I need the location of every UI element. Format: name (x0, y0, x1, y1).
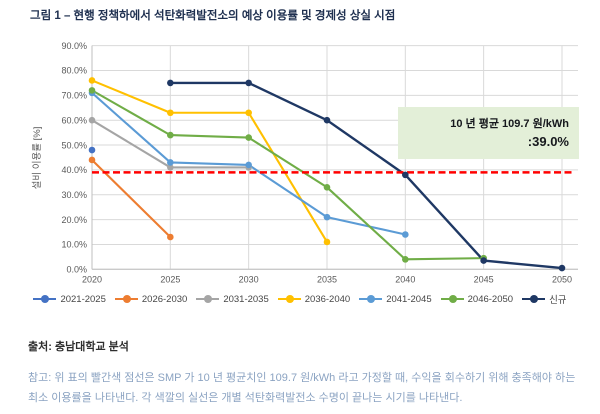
series-marker-신규 (558, 264, 566, 272)
series-marker-2036-2040 (88, 77, 96, 84)
legend-item-신규: 신규 (522, 292, 567, 306)
series-marker-2046-2050 (245, 134, 252, 141)
legend-label: 2041-2045 (386, 293, 432, 305)
series-marker-2036-2040 (245, 109, 252, 117)
series-marker-2031-2035 (167, 164, 174, 171)
source-note: 출처: 충남대학교 분석 (28, 341, 129, 353)
series-marker-2041-2045 (167, 159, 174, 166)
y-axis-title: 설비 이용률 [%] (32, 127, 43, 190)
series-marker-신규 (323, 116, 331, 124)
figure-title: 그림 1 – 현행 정책하에서 석탄화력발전소의 예상 이용률 및 경제성 상실… (30, 10, 396, 22)
legend-item-2021-2025: 2021-2025 (33, 293, 106, 305)
series-marker-2041-2045 (323, 213, 331, 221)
y-tick-label: 20.0% (61, 215, 87, 225)
series-marker-신규 (245, 79, 252, 87)
series-marker-2026-2030 (88, 156, 96, 164)
x-tick-label: 2030 (239, 274, 259, 284)
legend-marker-icon (33, 295, 57, 303)
legend-label: 신규 (549, 295, 567, 306)
series-marker-2046-2050 (167, 131, 174, 139)
series-marker-2036-2040 (323, 238, 331, 246)
legend-marker-icon (359, 295, 383, 303)
series-marker-2046-2050 (88, 87, 96, 94)
annotation-threshold-text: :39.0% (527, 134, 569, 149)
legend-label: 2046-2050 (467, 293, 514, 305)
x-tick-label: 2025 (160, 274, 180, 284)
series-marker-신규 (167, 79, 174, 87)
annotation-smp-text: 10 년 평균 109.7 원/kWh (450, 118, 569, 130)
series-marker-2046-2050 (402, 256, 409, 263)
x-tick-label: 2035 (317, 274, 337, 284)
legend-item-2036-2040: 2036-2040 (277, 293, 351, 305)
legend-item-2031-2035: 2031-2035 (196, 293, 269, 305)
y-tick-label: 60.0% (61, 115, 87, 125)
series-line-신규 (169, 81, 564, 270)
series-marker-2041-2045 (402, 231, 409, 238)
legend-label: 2026-2030 (141, 293, 188, 305)
chart: 0.0% 10.0% 20.0% 30.0% 40.0% 50.0% 60.0% 70.0% 8… (32, 41, 579, 284)
annotation-box: 10 년 평균 109.7 원/kWh :39.0% (398, 107, 579, 159)
chart-svg: 0.0% 10.0% 20.0% 30.0% 40.0% 50.0% 60.0% 70.0% 8… (32, 41, 578, 284)
y-tick-label: 50.0% (61, 140, 87, 150)
legend-marker-icon (440, 295, 464, 303)
series-line-2046-2050 (90, 89, 485, 261)
x-tick-label: 2020 (82, 274, 102, 284)
series-marker-신규 (480, 257, 487, 264)
legend-item-2041-2045: 2041-2045 (359, 293, 432, 305)
series-marker-2031-2035 (88, 116, 96, 124)
legend-label: 2036-2040 (304, 293, 351, 305)
y-tick-label: 30.0% (61, 190, 87, 200)
y-tick-label: 80.0% (61, 66, 87, 76)
x-tick-label: 2040 (395, 274, 415, 284)
legend-item-2026-2030: 2026-2030 (114, 293, 188, 305)
legend-label: 2021-2025 (60, 293, 106, 305)
series-marker-2046-2050 (323, 183, 331, 191)
series-marker-2026-2030 (167, 233, 174, 241)
series-marker-2041-2045 (245, 161, 252, 169)
y-tick-label: 0.0% (66, 265, 87, 275)
x-tick-label: 2050 (552, 274, 572, 284)
series-line-2036-2040 (90, 79, 329, 244)
footnote: 참고: 위 표의 빨간색 점선은 SMP 가 10 년 평균치인 109.7 원… (28, 372, 576, 404)
legend-marker-icon (277, 295, 301, 303)
x-tick-label: 2045 (474, 274, 494, 284)
chart-legend: 2021-2025 2026-2030 2031-2035 2036-2040 2041… (0, 291, 600, 307)
legend-label: 2031-2035 (223, 293, 269, 305)
y-tick-label: 70.0% (61, 91, 87, 101)
y-tick-label: 40.0% (61, 165, 87, 175)
legend-marker-icon (196, 295, 220, 303)
y-tick-label: 90.0% (61, 41, 87, 51)
legend-marker-icon (114, 295, 138, 303)
legend-marker-icon (522, 295, 546, 303)
series-marker-2021-2025 (88, 146, 96, 154)
legend-item-2046-2050: 2046-2050 (440, 293, 514, 305)
series-marker-신규 (402, 171, 409, 179)
series-marker-2036-2040 (167, 109, 174, 117)
y-tick-label: 10.0% (61, 240, 87, 250)
